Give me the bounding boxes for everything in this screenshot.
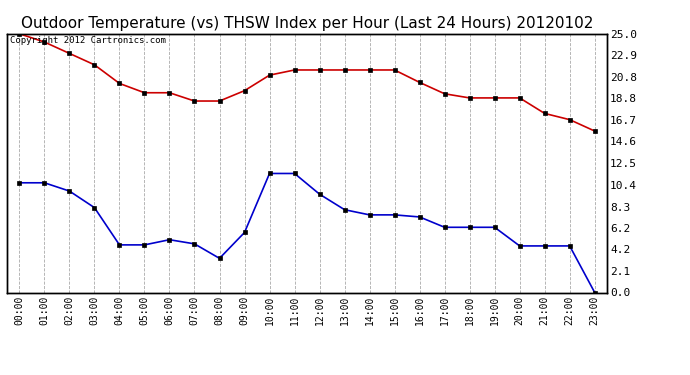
Title: Outdoor Temperature (vs) THSW Index per Hour (Last 24 Hours) 20120102: Outdoor Temperature (vs) THSW Index per … <box>21 16 593 31</box>
Text: Copyright 2012 Cartronics.com: Copyright 2012 Cartronics.com <box>10 36 166 45</box>
